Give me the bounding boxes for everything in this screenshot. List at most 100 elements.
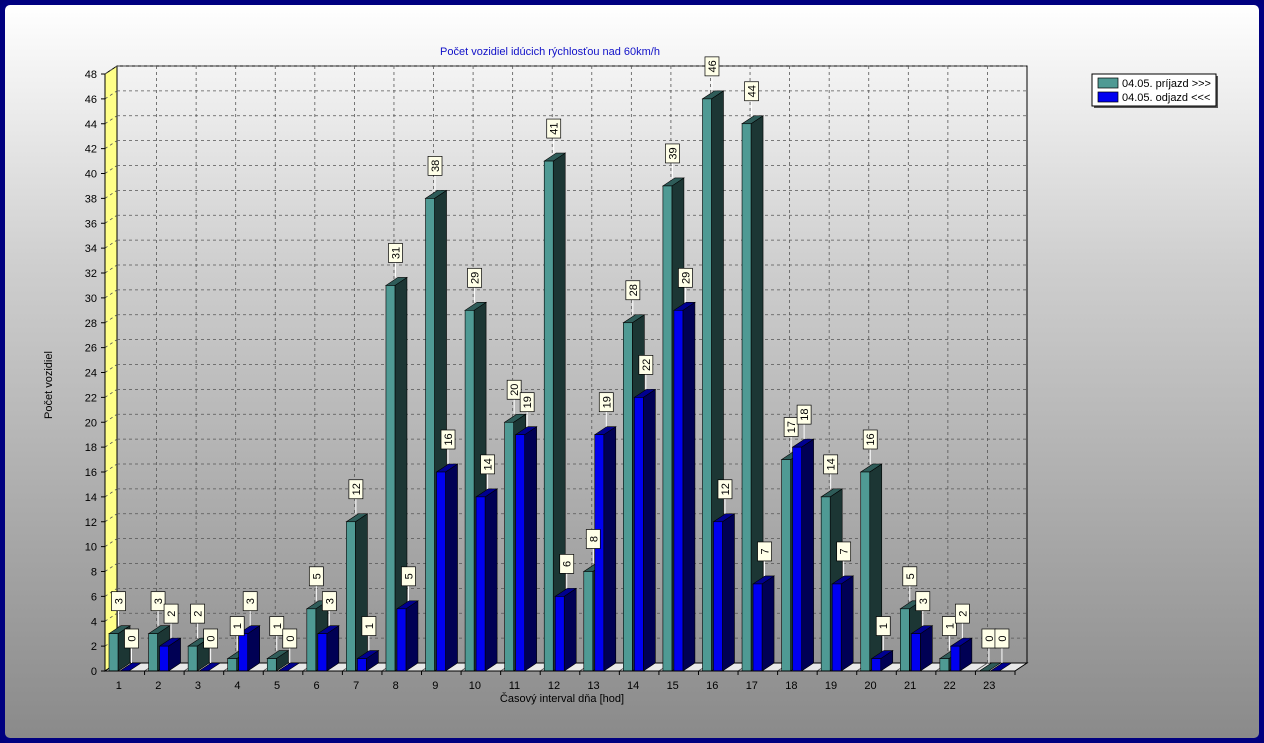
data-label-departure: 16 (440, 429, 456, 464)
data-label-departure: 2 (163, 603, 179, 639)
bar-departure (672, 301, 696, 672)
bar-departure (752, 575, 776, 672)
x-tick-label: 9 (432, 680, 438, 692)
data-label-departure: 7 (757, 541, 772, 576)
legend-entry: 04.05. príjazd >>> (1122, 78, 1211, 90)
svg-text:12: 12 (720, 483, 732, 495)
x-tick-label: 4 (234, 680, 240, 692)
data-label-departure: 7 (836, 541, 852, 576)
gridline-wall (104, 438, 118, 448)
data-label-arrival: 3 (150, 591, 166, 626)
svg-text:6: 6 (562, 561, 574, 567)
bar-arrival (345, 513, 369, 672)
data-label-departure: 0 (994, 628, 1010, 663)
svg-text:17: 17 (786, 421, 798, 433)
data-label-arrival: 1 (229, 616, 245, 651)
y-tick-label: 24 (85, 368, 97, 380)
data-label-departure: 0 (203, 628, 218, 663)
svg-text:38: 38 (430, 160, 442, 172)
y-tick-label: 30 (85, 293, 97, 305)
data-label-departure: 0 (282, 628, 298, 663)
svg-text:41: 41 (549, 122, 561, 134)
svg-text:7: 7 (760, 548, 772, 554)
legend-swatch (1097, 91, 1119, 103)
x-tick-label: 10 (469, 680, 481, 692)
svg-text:29: 29 (470, 272, 482, 284)
data-label-departure: 3 (915, 591, 931, 626)
y-tick-label: 6 (91, 591, 97, 603)
svg-text:12: 12 (351, 483, 363, 495)
bar-arrival (543, 152, 567, 672)
bar-departure (633, 388, 657, 672)
svg-text:1: 1 (272, 623, 284, 629)
x-tick-label: 1 (116, 680, 122, 692)
data-label-departure: 1 (361, 616, 377, 651)
svg-text:39: 39 (667, 147, 679, 159)
legend-swatch (1097, 77, 1119, 89)
svg-text:5: 5 (905, 573, 917, 579)
bar-chart: 0246810121416182022242628303234363840424… (5, 5, 1259, 738)
x-tick-label: 13 (587, 680, 599, 692)
gridline-wall (104, 214, 118, 224)
gridline-wall (104, 463, 118, 473)
data-label-departure: 18 (796, 404, 812, 440)
y-tick-label: 36 (85, 218, 97, 230)
y-tick-label: 18 (85, 442, 97, 454)
gridline-wall (104, 364, 118, 373)
gridline-wall (104, 588, 118, 597)
y-tick-label: 42 (85, 144, 97, 156)
x-tick-label: 5 (274, 680, 280, 692)
svg-text:1: 1 (364, 623, 376, 629)
x-tick-label: 16 (706, 680, 718, 692)
y-tick-label: 10 (85, 542, 97, 554)
data-label-departure: 22 (638, 355, 654, 390)
svg-text:1: 1 (944, 623, 956, 629)
x-tick-label: 7 (353, 680, 359, 692)
y-tick-label: 28 (85, 318, 97, 330)
bar-departure (831, 575, 855, 672)
svg-text:3: 3 (153, 598, 165, 604)
svg-text:16: 16 (443, 433, 455, 445)
data-label-arrival: 28 (625, 280, 641, 315)
data-label-arrival: 5 (902, 566, 918, 601)
data-label-arrival: 16 (862, 429, 878, 464)
chart-title: Počet vozidiel idúcich rýchlosťou nad 60… (440, 46, 660, 58)
gridline-wall (104, 264, 118, 274)
svg-text:0: 0 (285, 635, 297, 641)
y-tick-label: 22 (85, 392, 97, 404)
data-label-arrival: 20 (506, 379, 522, 415)
y-axis-title: Počet vozidiel (43, 351, 55, 419)
gridline-wall (104, 612, 118, 622)
bar-departure (949, 637, 973, 672)
x-tick-label: 11 (509, 680, 520, 692)
gridline-wall (104, 90, 118, 100)
y-tick-label: 8 (91, 567, 97, 579)
svg-text:2: 2 (193, 611, 205, 617)
data-label-departure: 3 (242, 591, 258, 626)
bar-departure (475, 488, 499, 672)
x-tick-label: 21 (904, 680, 916, 692)
data-label-arrival: 17 (783, 417, 799, 452)
gridline-wall (104, 239, 118, 249)
y-tick-label: 14 (85, 492, 97, 504)
gridline-wall (104, 190, 118, 199)
y-tick-label: 48 (85, 69, 97, 81)
data-label-arrival: 38 (427, 156, 443, 191)
x-axis-title: Časový interval dňa [hod] (500, 692, 624, 705)
svg-text:22: 22 (641, 359, 653, 371)
y-tick-label: 40 (85, 169, 97, 181)
svg-text:7: 7 (839, 548, 851, 554)
gridline-wall (104, 165, 118, 174)
data-label-departure: 2 (955, 603, 970, 639)
gridline-wall (104, 115, 118, 125)
data-label-arrival: 31 (388, 243, 403, 278)
bar-arrival (859, 463, 883, 672)
gridline-wall (104, 140, 118, 149)
svg-text:31: 31 (390, 247, 402, 259)
x-tick-label: 19 (825, 680, 837, 692)
svg-text:19: 19 (601, 396, 613, 408)
svg-text:5: 5 (311, 573, 323, 579)
x-tick-label: 20 (864, 680, 876, 692)
legend: 04.05. príjazd >>> 04.05. odjazd <<< (1091, 73, 1218, 108)
